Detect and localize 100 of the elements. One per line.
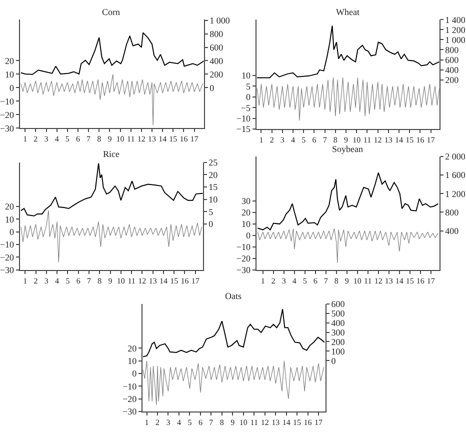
line-series: [256, 25, 440, 78]
y-tick-label: −15: [236, 124, 251, 134]
x-tick-label: 5: [66, 276, 70, 286]
line-series: [257, 228, 439, 264]
y2-tick-label: 400: [331, 318, 346, 328]
x-tick-label: 9: [344, 276, 349, 286]
y2-tick-label: 600: [331, 299, 346, 310]
y-tick-label: 0: [10, 226, 15, 237]
x-tick-label: 13: [148, 134, 156, 144]
x-tick-label: 12: [374, 276, 382, 286]
y2-tick-label: 600: [445, 54, 460, 65]
x-tick-label: 8: [333, 136, 338, 145]
y-tick-label: −5: [240, 102, 251, 113]
y-tick-label: 0: [132, 368, 138, 379]
x-tick-label: 3: [166, 418, 170, 428]
y2-tick-label: 1 600: [445, 170, 466, 180]
x-tick-label: 10: [353, 276, 362, 286]
x-tick-label: 1: [259, 136, 264, 145]
x-tick-label: 11: [250, 418, 258, 428]
y-tick-label: −10: [236, 242, 251, 252]
x-tick-label: 7: [209, 418, 214, 428]
y2-tick-label: 10: [208, 194, 218, 205]
y-tick-label: −10: [122, 381, 138, 392]
x-tick-label: 16: [180, 134, 188, 144]
x-tick-label: 10: [352, 136, 361, 145]
chart-title: Corn: [102, 7, 120, 17]
x-tick-label: 3: [280, 136, 284, 145]
x-tick-label: 16: [416, 276, 424, 286]
y-tick-label: 20: [241, 208, 251, 218]
x-tick-label: 6: [76, 134, 80, 144]
chart-title: Soybean: [332, 144, 364, 154]
y-tick-label: −20: [0, 110, 15, 120]
x-tick-label: 15: [293, 418, 302, 428]
y2-tick-label: 400: [210, 56, 224, 66]
y2-tick-label: 1 200: [445, 24, 466, 35]
x-tick-label: 8: [98, 276, 102, 286]
x-tick-label: 2: [270, 136, 274, 145]
x-tick-label: 4: [176, 418, 181, 428]
x-tick-label: 14: [395, 276, 404, 286]
y2-tick-label: 25: [208, 157, 218, 168]
x-tick-label: 10: [116, 134, 124, 144]
x-tick-label: 10: [116, 276, 125, 286]
x-tick-label: 12: [374, 136, 382, 145]
line-series: [256, 77, 440, 121]
x-tick-label: 7: [86, 134, 91, 144]
x-tick-label: 17: [314, 418, 323, 428]
y-tick-label: −10: [236, 114, 251, 124]
x-tick-label: 15: [170, 276, 178, 286]
y-tick-label: −30: [0, 264, 15, 275]
y-tick-label: −10: [0, 96, 15, 106]
x-tick-label: 4: [291, 136, 296, 145]
y2-tick-label: 200: [331, 336, 346, 347]
x-tick-label: 6: [313, 276, 318, 286]
x-tick-label: 4: [55, 276, 60, 286]
x-tick-label: 9: [108, 134, 112, 144]
y-tick-label: 10: [128, 356, 138, 366]
y-tick-label: 0: [246, 92, 251, 102]
x-tick-label: 2: [156, 418, 160, 428]
x-tick-label: 13: [384, 276, 393, 286]
x-tick-label: 15: [169, 134, 178, 144]
x-tick-label: 9: [344, 136, 348, 145]
y2-tick-label: 800: [445, 207, 460, 218]
x-tick-label: 8: [97, 134, 102, 144]
y2-tick-label: 15: [208, 182, 218, 192]
y2-tick-label: 300: [331, 327, 346, 338]
line-series: [20, 210, 202, 262]
y2-tick-label: 20: [208, 170, 218, 180]
x-tick-label: 17: [426, 276, 435, 286]
x-tick-label: 7: [324, 276, 328, 286]
x-tick-label: 11: [364, 276, 372, 286]
y-tick-label: −20: [0, 252, 15, 262]
x-tick-label: 4: [54, 134, 59, 144]
x-tick-label: 6: [76, 276, 80, 286]
y2-tick-label: 100: [331, 346, 346, 356]
x-tick-label: 16: [180, 276, 189, 286]
y-tick-label: −20: [236, 253, 251, 264]
y2-tick-label: 800: [445, 44, 460, 55]
chart-title: Wheat: [336, 7, 360, 17]
y-tick-label: 20: [5, 202, 15, 212]
x-tick-label: 6: [312, 136, 316, 145]
x-tick-label: 15: [406, 136, 414, 145]
x-tick-label: 9: [230, 418, 235, 428]
y-tick-label: 10: [5, 214, 15, 224]
x-tick-label: 6: [198, 418, 202, 428]
line-series: [142, 360, 324, 406]
line-series: [20, 162, 203, 216]
y-tick-label: −30: [122, 406, 138, 417]
x-tick-label: 14: [282, 418, 290, 428]
y2-tick-label: 800: [210, 28, 224, 39]
y2-tick-label: 0: [331, 356, 336, 366]
x-tick-label: 14: [395, 136, 404, 145]
y-tick-label: 0: [10, 82, 15, 93]
x-tick-label: 14: [158, 134, 167, 144]
y-tick-label: 10: [241, 70, 251, 81]
x-tick-label: 2: [34, 134, 38, 144]
x-tick-label: 4: [292, 276, 296, 286]
x-tick-label: 2: [34, 276, 38, 286]
y2-tick-label: 200: [445, 74, 460, 85]
x-tick-label: 14: [159, 276, 168, 286]
y-tick-label: 20: [128, 343, 138, 354]
